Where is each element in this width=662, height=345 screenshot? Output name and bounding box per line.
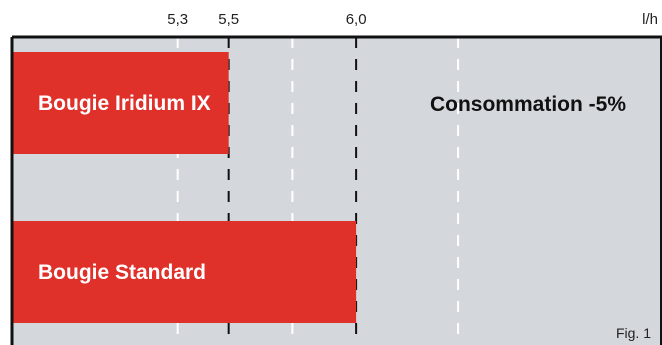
bar-0 <box>12 52 229 154</box>
annotation: Consommation -5% <box>430 93 626 116</box>
bar-1 <box>12 221 357 323</box>
tick-label-1: 5,5 <box>218 11 239 28</box>
unit-label: l/h <box>642 11 658 28</box>
tick-label-0: 5,3 <box>167 11 188 28</box>
figure-label: Fig. 1 <box>616 325 651 341</box>
bar-label-0: Bougie Iridium IX <box>38 92 211 115</box>
bars: Bougie Iridium IX Bougie Standard <box>12 52 357 323</box>
bar-label-1: Bougie Standard <box>38 261 206 284</box>
tick-labels: 5,3 5,5 6,0 <box>167 11 366 28</box>
plot-frame <box>10 35 662 345</box>
tick-label-2: 6,0 <box>346 11 367 28</box>
